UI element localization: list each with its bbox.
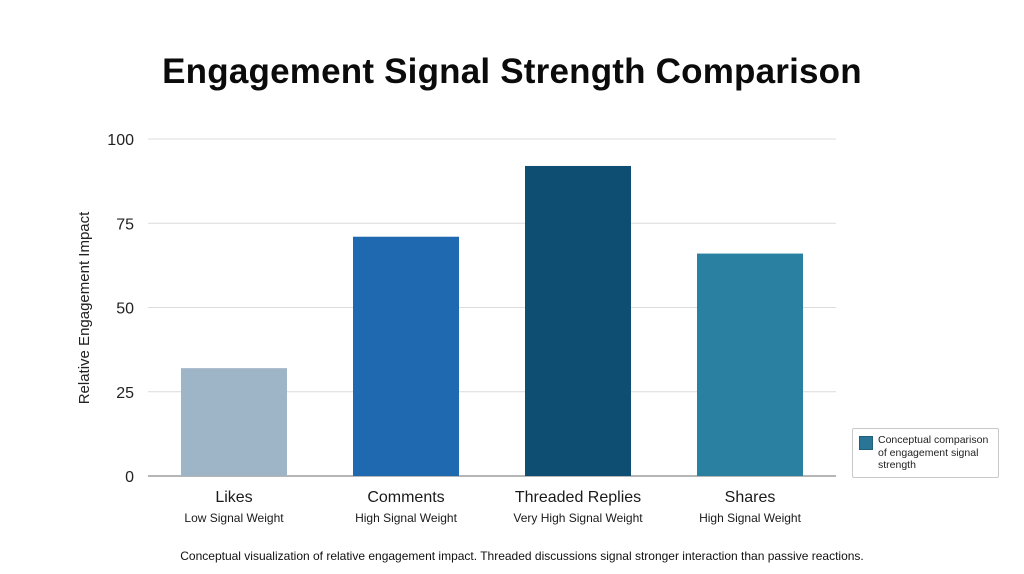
chart-caption: Conceptual visualization of relative eng… xyxy=(180,549,864,563)
legend-label: Conceptual comparison of engagement sign… xyxy=(878,434,989,471)
x-category-label: Threaded Replies xyxy=(515,489,641,506)
y-tick-label: 100 xyxy=(107,132,134,149)
bar-likes xyxy=(181,368,287,476)
bar-shares xyxy=(697,253,803,476)
y-tick-label: 0 xyxy=(125,469,134,486)
x-axis-labels: Likes Low Signal Weight Comments High Signa… xyxy=(184,489,801,525)
x-category-label: Comments xyxy=(367,489,444,506)
x-category-sublabel: Low Signal Weight xyxy=(184,511,284,525)
chart-title: Engagement Signal Strength Comparison xyxy=(162,52,862,91)
y-tick-label: 75 xyxy=(116,216,134,233)
legend-swatch xyxy=(859,436,873,450)
bar-comments xyxy=(353,236,459,476)
legend: Conceptual comparison of engagement sign… xyxy=(852,428,999,478)
x-category-sublabel: Very High Signal Weight xyxy=(513,511,643,525)
y-tick-label: 25 xyxy=(116,385,134,402)
x-category-label: Likes xyxy=(215,489,252,506)
x-category-sublabel: High Signal Weight xyxy=(699,511,802,525)
y-axis-title: Relative Engagement Impact xyxy=(76,211,93,404)
x-category-label: Shares xyxy=(725,489,776,506)
y-tick-label: 50 xyxy=(116,301,134,318)
y-axis-ticks: 0 25 50 75 100 xyxy=(107,132,134,486)
x-category-sublabel: High Signal Weight xyxy=(355,511,458,525)
bars xyxy=(181,165,803,476)
bar-threaded-replies xyxy=(525,165,631,476)
